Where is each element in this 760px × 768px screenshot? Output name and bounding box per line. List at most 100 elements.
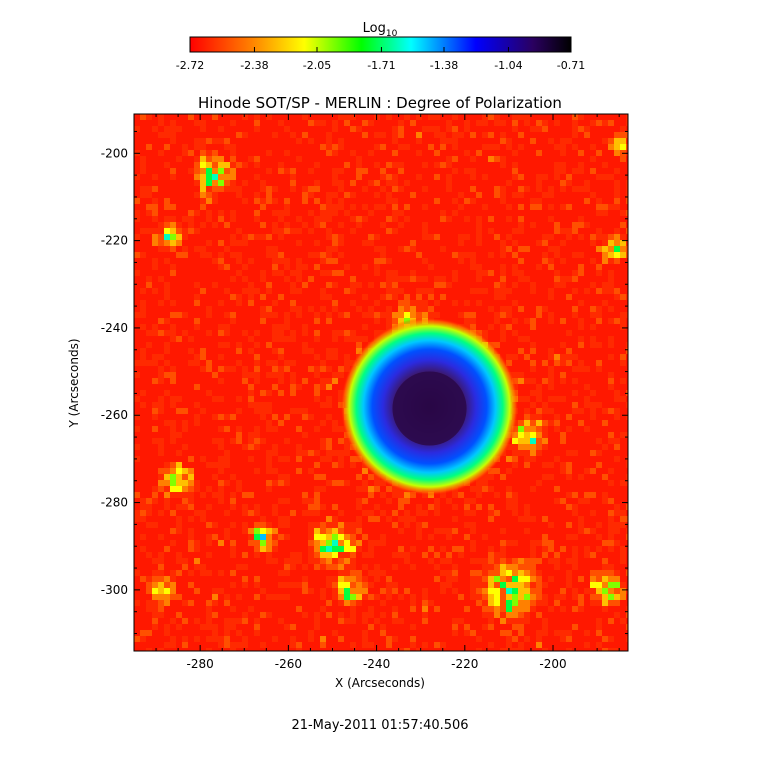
heatmap-cell (308, 228, 314, 234)
heatmap-cell (362, 168, 368, 174)
heatmap-cell (398, 594, 404, 600)
heatmap-cell (572, 378, 578, 384)
heatmap-cell (302, 414, 308, 420)
heatmap-cell (206, 540, 212, 546)
heatmap-cell (416, 150, 422, 156)
heatmap-cell (584, 630, 590, 636)
heatmap-cell (326, 546, 332, 552)
heatmap-cell (524, 438, 530, 444)
heatmap-cell (230, 120, 236, 126)
heatmap-cell (542, 120, 548, 126)
heatmap-cell (608, 564, 614, 570)
heatmap-cell (308, 630, 314, 636)
heatmap-cell (206, 252, 212, 258)
heatmap-cell (620, 552, 626, 558)
heatmap-cell (170, 330, 176, 336)
heatmap-cell (380, 588, 386, 594)
heatmap-cell (242, 288, 248, 294)
heatmap-cell (164, 228, 170, 234)
heatmap-cell (434, 234, 440, 240)
heatmap-cell (524, 120, 530, 126)
heatmap-cell (542, 534, 548, 540)
heatmap-cell (308, 186, 314, 192)
heatmap-cell (530, 426, 536, 432)
heatmap-cell (446, 498, 452, 504)
heatmap-cell (596, 234, 602, 240)
heatmap-cell (566, 354, 572, 360)
heatmap-cell (326, 540, 332, 546)
heatmap-cell (362, 240, 368, 246)
heatmap-cell (452, 132, 458, 138)
heatmap-cell (248, 438, 254, 444)
heatmap-cell (320, 210, 326, 216)
heatmap-cell (602, 594, 608, 600)
heatmap-cell (482, 204, 488, 210)
heatmap-cell (572, 168, 578, 174)
heatmap-cell (272, 336, 278, 342)
heatmap-cell (500, 582, 506, 588)
heatmap-cell (230, 186, 236, 192)
heatmap-cell (356, 570, 362, 576)
heatmap-cell (596, 630, 602, 636)
heatmap-cell (518, 444, 524, 450)
heatmap-cell (452, 126, 458, 132)
heatmap-cell (404, 216, 410, 222)
heatmap-cell (134, 360, 140, 366)
heatmap-cell (326, 282, 332, 288)
heatmap-cell (524, 318, 530, 324)
heatmap-cell (158, 372, 164, 378)
heatmap-cell (182, 600, 188, 606)
heatmap-cell (524, 636, 530, 642)
heatmap-cell (380, 630, 386, 636)
heatmap-cell (524, 420, 530, 426)
heatmap-cell (326, 612, 332, 618)
heatmap-cell (416, 522, 422, 528)
heatmap-cell (458, 240, 464, 246)
heatmap-cell (314, 528, 320, 534)
heatmap-cell (266, 246, 272, 252)
heatmap-cell (230, 582, 236, 588)
heatmap-cell (332, 564, 338, 570)
heatmap-cell (350, 576, 356, 582)
heatmap-cell (152, 360, 158, 366)
heatmap-cell (140, 546, 146, 552)
heatmap-cell (152, 264, 158, 270)
heatmap-cell (338, 582, 344, 588)
heatmap-cell (548, 234, 554, 240)
heatmap-cell (140, 348, 146, 354)
heatmap-cell (464, 126, 470, 132)
heatmap-cell (428, 288, 434, 294)
heatmap-cell (572, 546, 578, 552)
heatmap-cell (314, 180, 320, 186)
heatmap-cell (416, 252, 422, 258)
heatmap-cell (596, 534, 602, 540)
heatmap-cell (170, 228, 176, 234)
heatmap-cell (320, 606, 326, 612)
heatmap-cell (536, 444, 542, 450)
heatmap-cell (572, 450, 578, 456)
heatmap-cell (284, 210, 290, 216)
heatmap-cell (278, 354, 284, 360)
heatmap-cell (236, 162, 242, 168)
heatmap-cell (296, 288, 302, 294)
heatmap-cell (362, 336, 368, 342)
heatmap-cell (170, 462, 176, 468)
heatmap-cell (614, 252, 620, 258)
heatmap-cell (506, 540, 512, 546)
heatmap-cell (182, 480, 188, 486)
heatmap-cell (146, 228, 152, 234)
heatmap-cell (398, 300, 404, 306)
heatmap-cell (260, 390, 266, 396)
heatmap-cell (296, 240, 302, 246)
heatmap-cell (254, 330, 260, 336)
heatmap-cell (320, 366, 326, 372)
heatmap-cell (548, 186, 554, 192)
heatmap-cell (614, 144, 620, 150)
heatmap-cell (254, 234, 260, 240)
heatmap-cell (440, 642, 446, 648)
heatmap-cell (254, 366, 260, 372)
heatmap-cell (476, 270, 482, 276)
heatmap-cell (434, 162, 440, 168)
heatmap-cell (314, 618, 320, 624)
heatmap-cell (140, 498, 146, 504)
